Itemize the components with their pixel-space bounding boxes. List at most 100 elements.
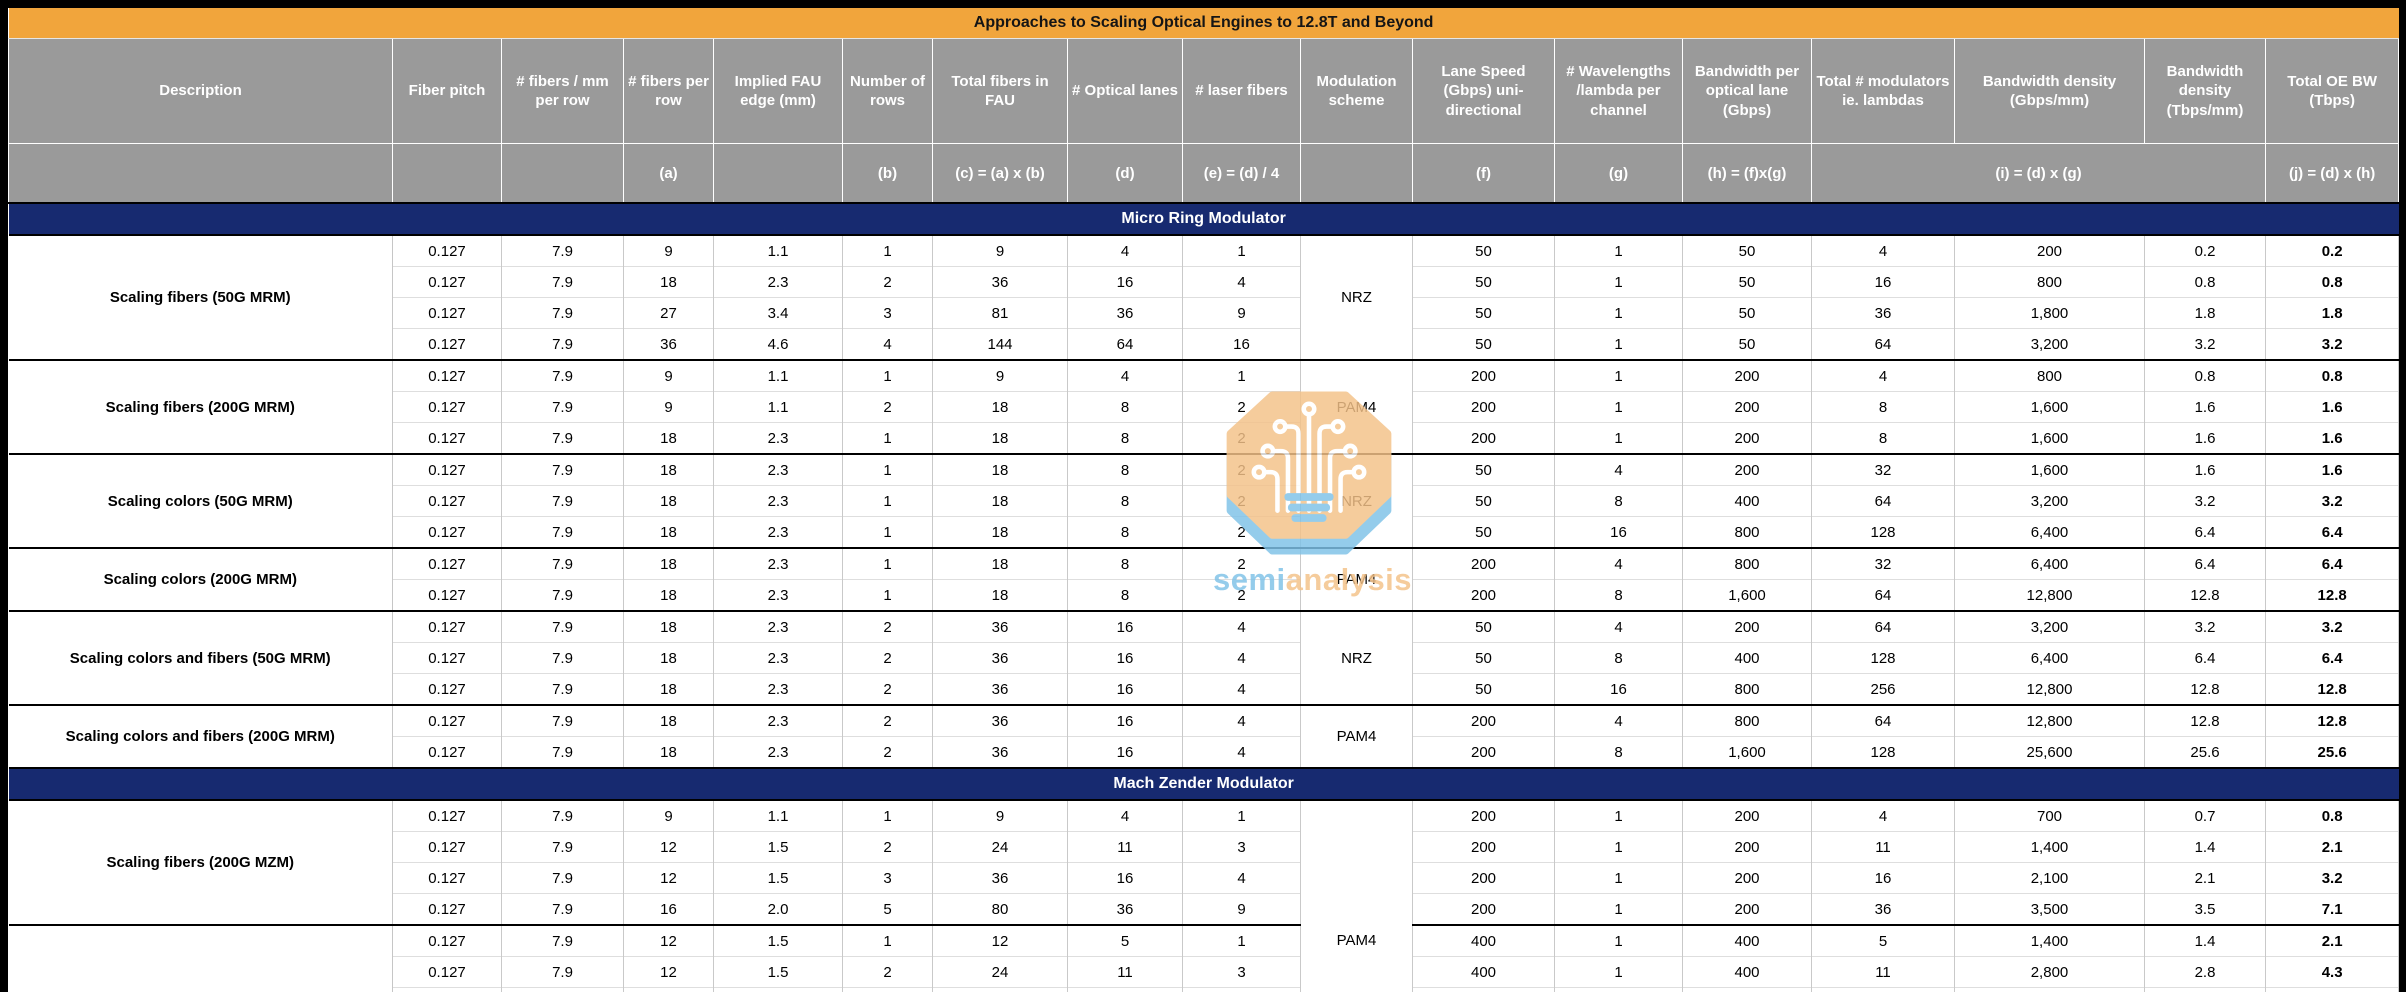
- data-cell: 3: [842, 987, 933, 992]
- formula-cell-9: [1300, 143, 1413, 204]
- data-cell: 1,600: [1954, 453, 2145, 486]
- data-cell: 7.9: [501, 579, 624, 611]
- data-cell: 4: [1182, 862, 1301, 894]
- column-header-5: Number of rows: [842, 38, 933, 144]
- data-cell: 16: [1182, 328, 1301, 360]
- data-cell: 8: [1067, 547, 1183, 580]
- formula-cell-14: (j) = (d) x (h): [2264, 143, 2400, 204]
- data-cell: 2,100: [1954, 862, 2145, 894]
- data-cell: 6.4: [2144, 516, 2266, 548]
- data-cell: 7.9: [501, 359, 624, 392]
- data-cell: 0.127: [392, 359, 502, 392]
- modulation-scheme-cell: NRZ: [1300, 610, 1413, 705]
- data-cell: 4.3: [2264, 956, 2400, 988]
- data-cell: 0.127: [392, 328, 502, 360]
- data-cell: 1.8: [2144, 297, 2266, 329]
- data-cell: 1,600: [1682, 579, 1812, 611]
- data-cell: 1.5: [713, 862, 843, 894]
- data-cell: 400: [1412, 956, 1555, 988]
- data-cell: 0.127: [392, 453, 502, 486]
- data-cell: 1,600: [1954, 422, 2145, 454]
- data-cell: 16: [1554, 516, 1683, 548]
- data-cell: 18: [623, 547, 714, 580]
- modulation-scheme-cell: NRZ: [1300, 234, 1413, 360]
- data-cell: 2: [842, 704, 933, 737]
- data-cell: 6,400: [1954, 516, 2145, 548]
- data-cell: 3: [842, 297, 933, 329]
- formula-cell-1: [392, 143, 502, 204]
- data-cell: 1: [1554, 422, 1683, 454]
- data-cell: 9: [623, 234, 714, 267]
- column-header-4: Implied FAU edge (mm): [713, 38, 843, 144]
- data-cell: 7.9: [501, 862, 624, 894]
- formula-cell-10: (f): [1412, 143, 1555, 204]
- data-cell: 50: [1682, 297, 1812, 329]
- data-cell: 36: [1067, 297, 1183, 329]
- modulation-scheme-cell: PAM4: [1300, 547, 1413, 611]
- data-cell: 3.2: [2144, 610, 2266, 643]
- data-cell: 12.8: [2264, 673, 2400, 705]
- data-cell: 0.127: [392, 673, 502, 705]
- data-cell: 1: [1554, 297, 1683, 329]
- data-cell: 36: [623, 328, 714, 360]
- data-cell: 4: [1182, 736, 1301, 768]
- section-band: Micro Ring Modulator: [8, 202, 2399, 235]
- formula-cell-12: (h) = (f)x(g): [1682, 143, 1812, 204]
- data-cell: 800: [1682, 704, 1812, 737]
- data-cell: 2: [1182, 516, 1301, 548]
- data-cell: 8: [1067, 422, 1183, 454]
- data-cell: 0.127: [392, 956, 502, 988]
- data-cell: 18: [932, 453, 1068, 486]
- data-cell: 18: [623, 610, 714, 643]
- data-cell: 200: [1682, 422, 1812, 454]
- data-cell: 1.5: [713, 924, 843, 957]
- data-cell: 3.2: [2264, 328, 2400, 360]
- data-cell: 8: [1067, 485, 1183, 517]
- data-cell: 200: [1412, 579, 1555, 611]
- data-cell: 64: [1811, 579, 1955, 611]
- data-cell: 7.9: [501, 956, 624, 988]
- data-cell: 2: [842, 831, 933, 863]
- data-cell: 7.9: [501, 328, 624, 360]
- title-row: Approaches to Scaling Optical Engines to…: [8, 8, 2399, 39]
- data-cell: 1: [1554, 234, 1683, 267]
- data-cell: 36: [932, 610, 1068, 643]
- data-cell: 1: [1182, 799, 1301, 832]
- data-cell: 3,500: [1954, 893, 2145, 925]
- data-cell: 12: [623, 862, 714, 894]
- data-cell: 200: [1682, 610, 1812, 643]
- data-cell: 1.6: [2264, 422, 2400, 454]
- data-cell: 8: [1554, 579, 1683, 611]
- data-cell: 4: [1067, 359, 1183, 392]
- data-cell: 1: [1554, 328, 1683, 360]
- data-cell: 1.6: [2144, 422, 2266, 454]
- table-row: 0.127 7.9 12 1.5 2 24 11 3 400 1 400 11 2,800 2.8 4.3: [9, 956, 2400, 988]
- data-cell: 16: [623, 893, 714, 925]
- column-header-1: Fiber pitch: [392, 38, 502, 144]
- data-cell: 3.2: [2144, 485, 2266, 517]
- data-cell: 200: [1954, 234, 2145, 267]
- column-header-14: Bandwidth density (Gbps/mm): [1954, 38, 2145, 144]
- data-cell: 800: [1682, 516, 1812, 548]
- data-cell: 12,800: [1954, 704, 2145, 737]
- data-cell: 21: [1067, 987, 1183, 992]
- data-cell: 9: [623, 391, 714, 423]
- data-cell: 3.2: [2264, 862, 2400, 894]
- data-cell: 4: [1182, 704, 1301, 737]
- data-cell: 1.5: [713, 831, 843, 863]
- formula-cell-7: (d): [1067, 143, 1183, 204]
- data-cell: 1: [842, 422, 933, 454]
- row-group-description: Scaling fibers (200G MZM): [8, 799, 393, 925]
- data-cell: 2: [1182, 485, 1301, 517]
- row-group-description: Scaling fibers (400G MZM): [8, 924, 393, 992]
- data-cell: 1,800: [1954, 297, 2145, 329]
- table-row: 0.127 7.9 18 2.3 1 18 8 2 200 1 200 8 1,600 1.6 1.6: [9, 422, 2400, 454]
- data-cell: 3: [1182, 956, 1301, 988]
- data-cell: 25,600: [1954, 736, 2145, 768]
- data-cell: 81: [932, 297, 1068, 329]
- data-cell: 12,800: [1954, 579, 2145, 611]
- data-cell: 3.5: [2144, 893, 2266, 925]
- data-cell: 256: [1811, 673, 1955, 705]
- data-cell: 200: [1682, 893, 1812, 925]
- data-cell: 80: [932, 893, 1068, 925]
